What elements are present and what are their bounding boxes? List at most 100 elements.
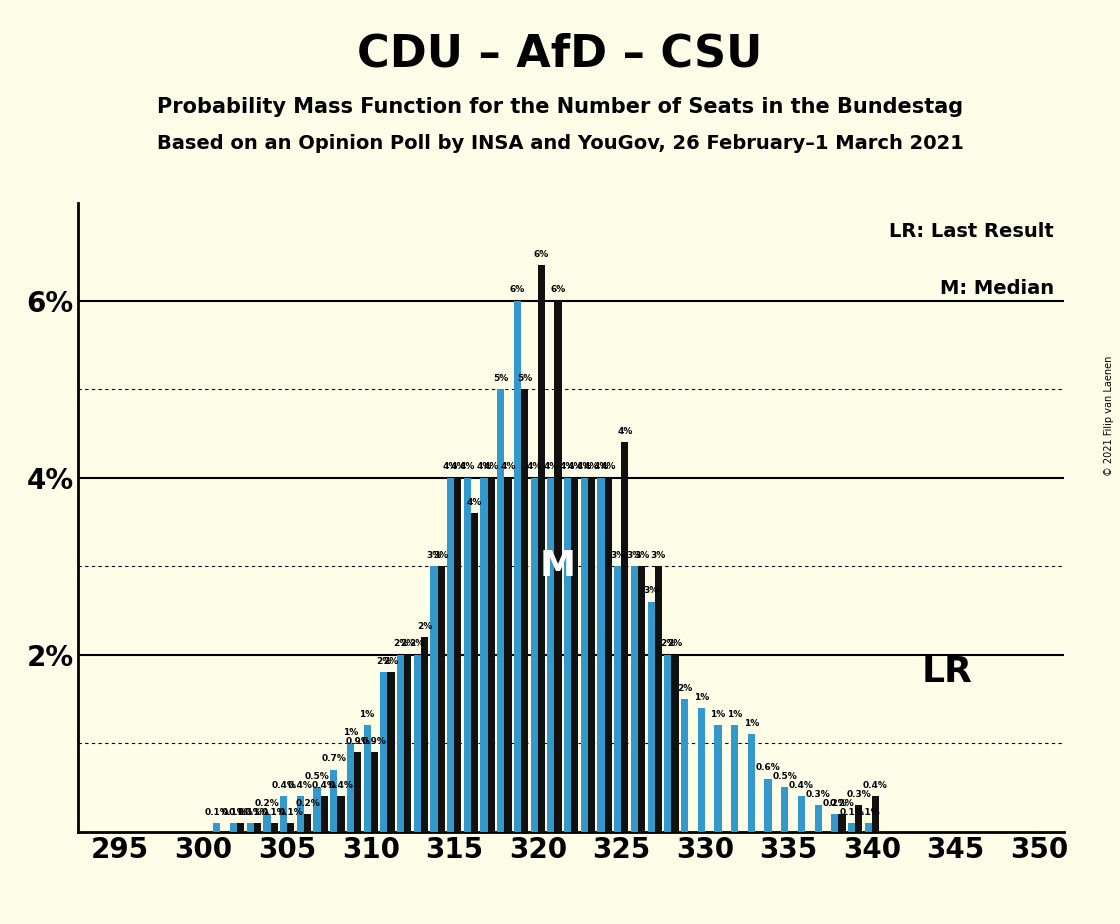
Text: 6%: 6% xyxy=(534,250,549,259)
Bar xyxy=(304,814,311,832)
Text: 3%: 3% xyxy=(610,551,625,560)
Text: 2%: 2% xyxy=(383,657,399,666)
Bar xyxy=(781,787,788,832)
Text: 4%: 4% xyxy=(444,462,458,471)
Text: 2%: 2% xyxy=(376,657,392,666)
Text: 2%: 2% xyxy=(410,639,424,649)
Text: 4%: 4% xyxy=(543,462,559,471)
Text: 3%: 3% xyxy=(627,551,642,560)
Bar xyxy=(814,805,822,832)
Text: 0.4%: 0.4% xyxy=(288,781,312,790)
Bar xyxy=(631,566,638,832)
Bar xyxy=(237,822,244,832)
Text: 0.6%: 0.6% xyxy=(756,763,781,772)
Text: 4%: 4% xyxy=(567,462,582,471)
Bar xyxy=(487,478,495,832)
Text: 6%: 6% xyxy=(550,286,566,295)
Bar xyxy=(330,770,337,832)
Bar xyxy=(354,752,362,832)
Bar xyxy=(871,796,879,832)
Text: 0.3%: 0.3% xyxy=(805,790,831,799)
Text: 0.2%: 0.2% xyxy=(296,798,320,808)
Text: 0.1%: 0.1% xyxy=(245,808,270,817)
Text: 1%: 1% xyxy=(710,711,726,719)
Text: 2%: 2% xyxy=(417,622,432,631)
Bar xyxy=(614,566,622,832)
Text: 4%: 4% xyxy=(577,462,592,471)
Text: CDU – AfD – CSU: CDU – AfD – CSU xyxy=(357,32,763,76)
Bar xyxy=(297,796,304,832)
Text: 2%: 2% xyxy=(393,639,408,649)
Text: 0.1%: 0.1% xyxy=(262,808,287,817)
Bar xyxy=(671,654,679,832)
Text: 1%: 1% xyxy=(360,711,375,719)
Text: 4%: 4% xyxy=(600,462,616,471)
Bar xyxy=(271,822,278,832)
Text: 4%: 4% xyxy=(467,498,483,507)
Text: 0.9%: 0.9% xyxy=(345,736,370,746)
Bar xyxy=(548,478,554,832)
Bar xyxy=(364,725,371,832)
Text: 0.1%: 0.1% xyxy=(228,808,253,817)
Bar xyxy=(337,796,345,832)
Bar xyxy=(839,814,846,832)
Bar xyxy=(622,443,628,832)
Text: 0.1%: 0.1% xyxy=(279,808,304,817)
Bar xyxy=(581,478,588,832)
Bar xyxy=(280,796,287,832)
Text: 3%: 3% xyxy=(634,551,650,560)
Bar xyxy=(564,478,571,832)
Text: 5%: 5% xyxy=(493,374,508,383)
Text: 4%: 4% xyxy=(450,462,466,471)
Text: 1%: 1% xyxy=(744,719,759,728)
Text: 0.5%: 0.5% xyxy=(773,772,797,781)
Text: 0.1%: 0.1% xyxy=(237,808,262,817)
Text: 1%: 1% xyxy=(343,728,358,737)
Bar xyxy=(438,566,445,832)
Bar xyxy=(447,478,455,832)
Text: 0.4%: 0.4% xyxy=(311,781,337,790)
Bar xyxy=(715,725,721,832)
Text: 2%: 2% xyxy=(676,684,692,693)
Text: 0.4%: 0.4% xyxy=(790,781,814,790)
Text: 4%: 4% xyxy=(560,462,576,471)
Text: Probability Mass Function for the Number of Seats in the Bundestag: Probability Mass Function for the Number… xyxy=(157,97,963,117)
Bar xyxy=(254,822,261,832)
Bar xyxy=(681,699,688,832)
Bar xyxy=(497,389,504,832)
Bar xyxy=(263,814,271,832)
Text: 4%: 4% xyxy=(594,462,608,471)
Bar xyxy=(698,708,704,832)
Text: LR: LR xyxy=(922,655,973,689)
Bar xyxy=(514,300,521,832)
Text: 3%: 3% xyxy=(427,551,441,560)
Bar xyxy=(554,300,561,832)
Text: 4%: 4% xyxy=(526,462,542,471)
Text: 0.4%: 0.4% xyxy=(864,781,888,790)
Text: 0.4%: 0.4% xyxy=(328,781,353,790)
Bar xyxy=(521,389,529,832)
Bar xyxy=(597,478,605,832)
Text: Based on an Opinion Poll by INSA and YouGov, 26 February–1 March 2021: Based on an Opinion Poll by INSA and You… xyxy=(157,134,963,153)
Bar xyxy=(472,513,478,832)
Text: LR: Last Result: LR: Last Result xyxy=(889,222,1054,241)
Bar xyxy=(455,478,461,832)
Text: © 2021 Filip van Laenen: © 2021 Filip van Laenen xyxy=(1104,356,1114,476)
Text: 2%: 2% xyxy=(660,639,675,649)
Bar xyxy=(430,566,438,832)
Text: 2%: 2% xyxy=(668,639,683,649)
Text: 0.3%: 0.3% xyxy=(847,790,871,799)
Text: 0.2%: 0.2% xyxy=(822,798,847,808)
Text: 3%: 3% xyxy=(651,551,666,560)
Bar xyxy=(765,779,772,832)
Text: 2%: 2% xyxy=(400,639,416,649)
Bar xyxy=(388,673,394,832)
Bar xyxy=(731,725,738,832)
Text: 0.2%: 0.2% xyxy=(830,798,855,808)
Bar xyxy=(320,796,328,832)
Bar xyxy=(404,654,411,832)
Bar xyxy=(504,478,512,832)
Text: 0.4%: 0.4% xyxy=(271,781,296,790)
Text: 4%: 4% xyxy=(501,462,515,471)
Text: 3%: 3% xyxy=(433,551,449,560)
